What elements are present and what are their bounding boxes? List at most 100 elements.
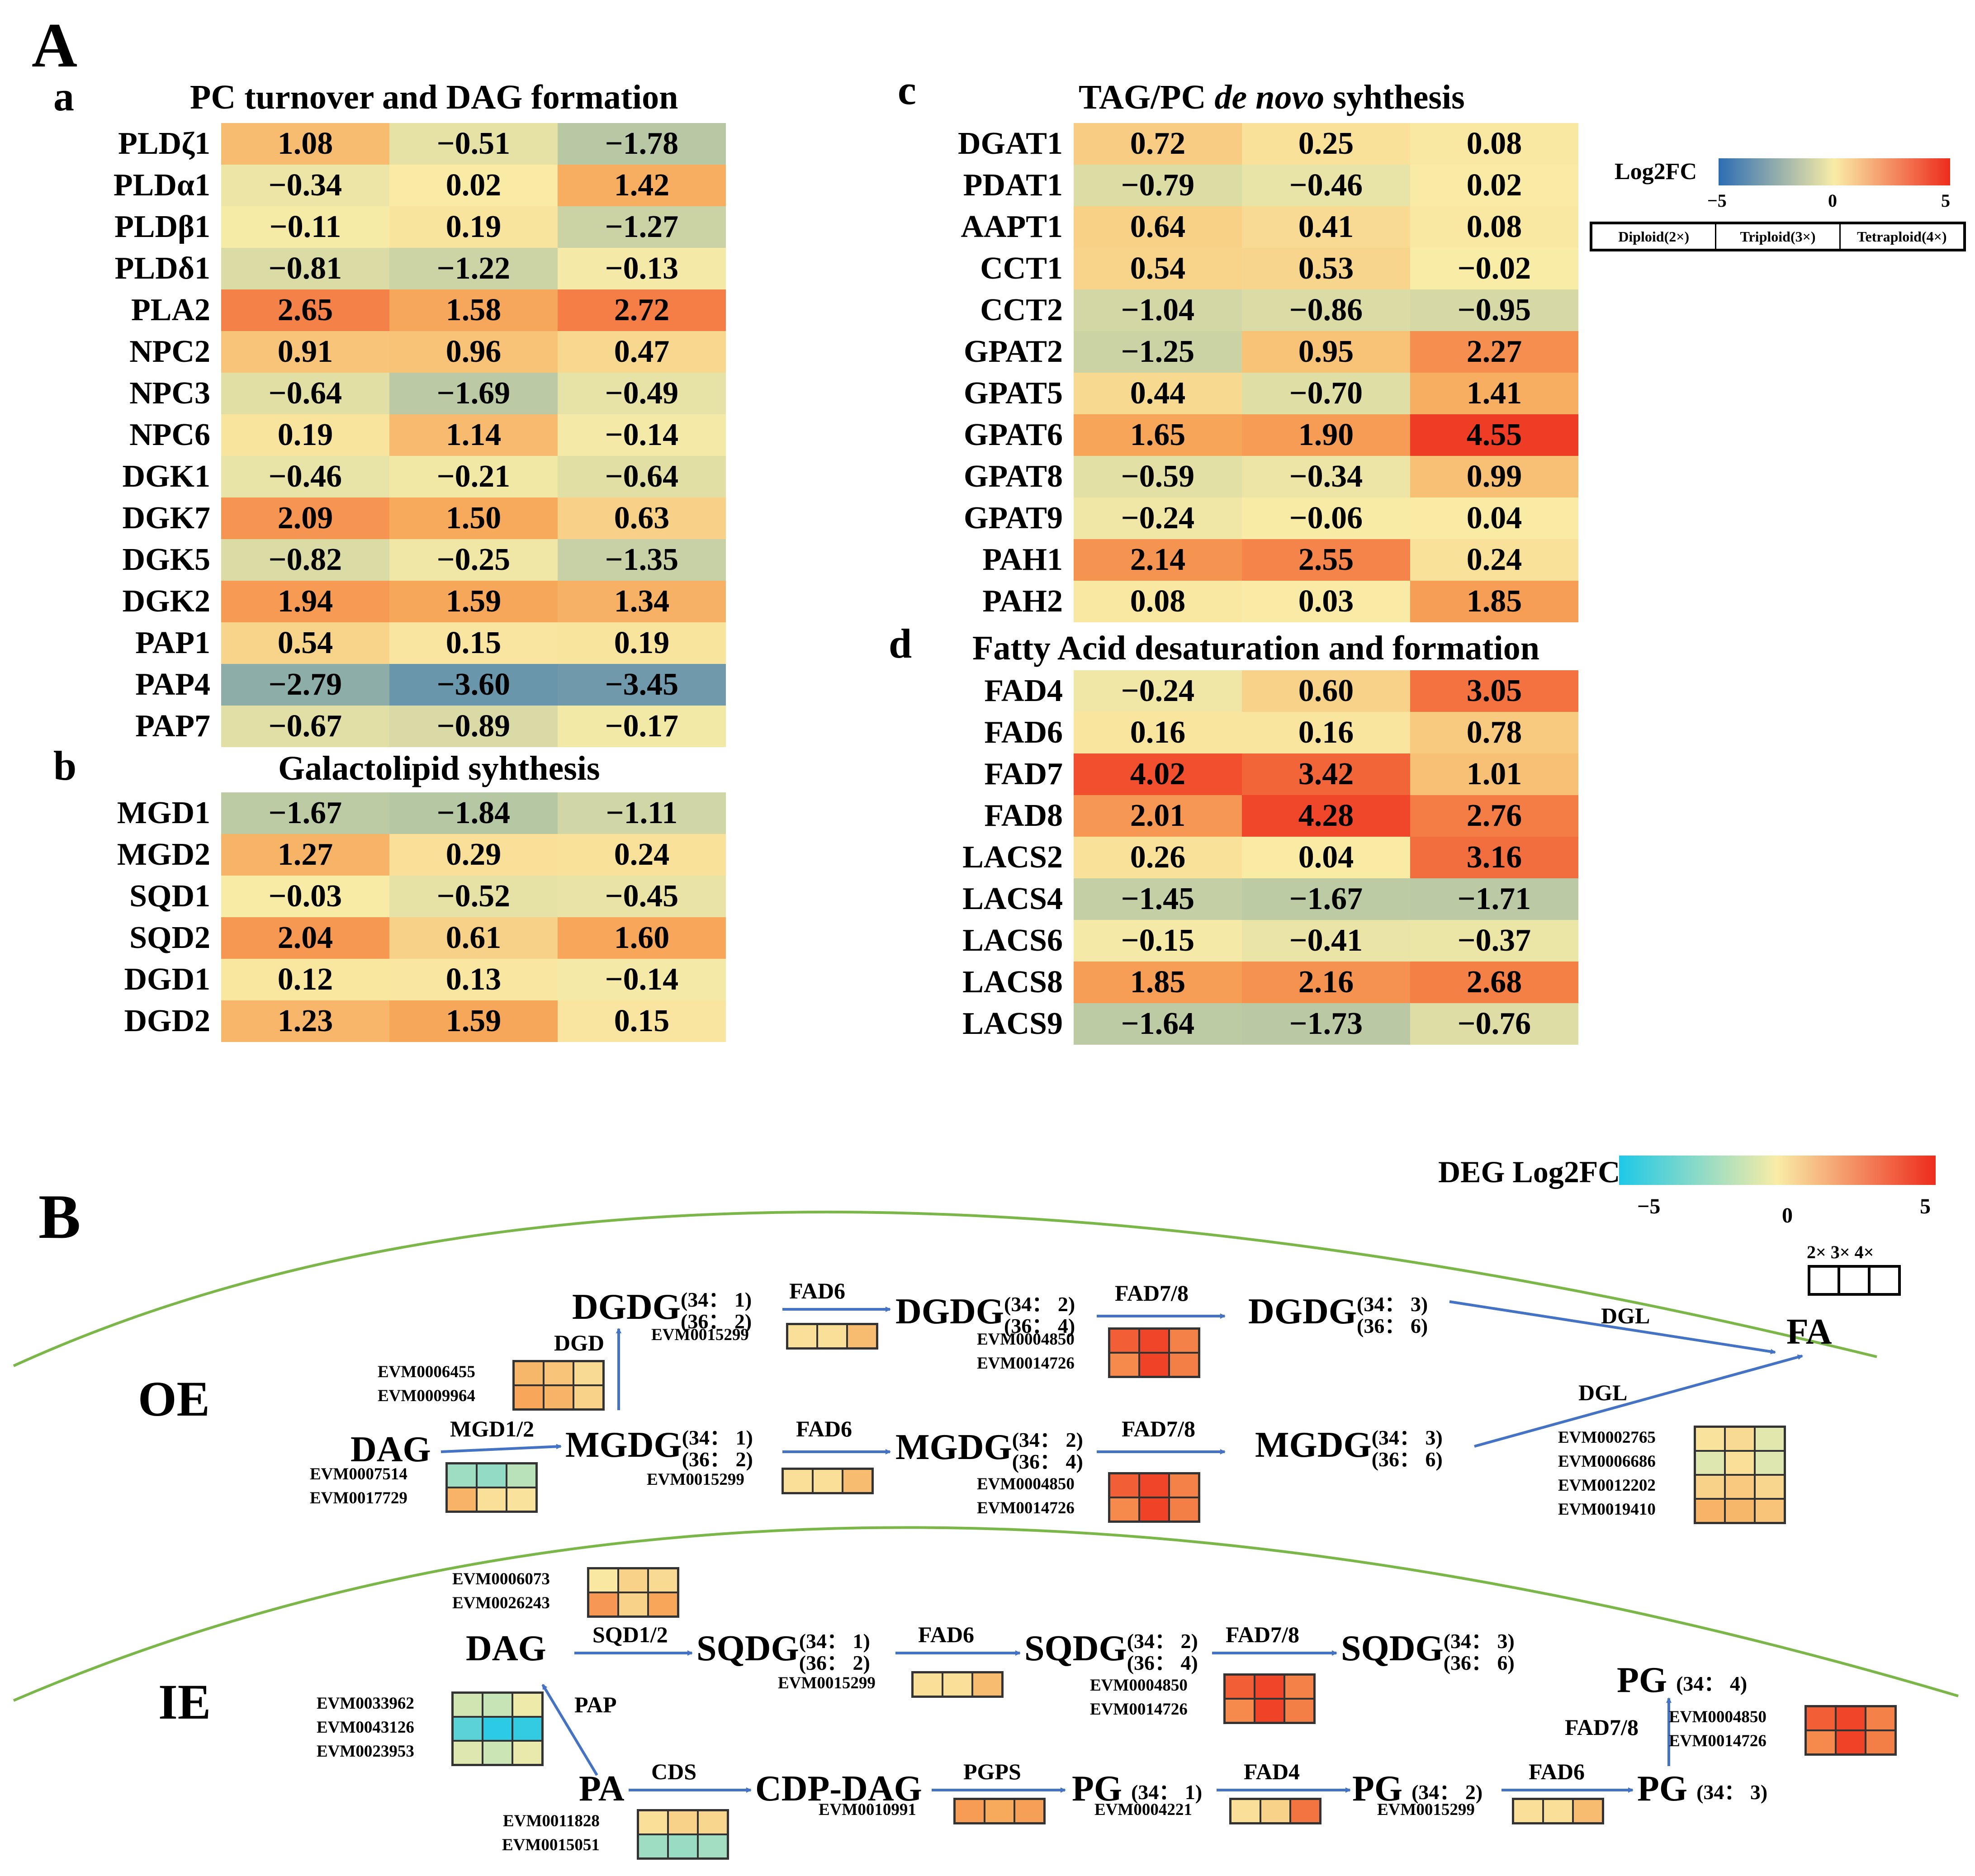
heatmap-row: FAD8 2.01 4.28 2.76 [882,795,1578,837]
deg-grid-dgd [512,1360,605,1411]
heatmap-cell: 1.23 [221,1000,389,1042]
heatmap-cell: −0.14 [558,414,726,456]
deg-cell [447,1488,477,1511]
enz-pg-fad4: FAD4 [1244,1759,1300,1784]
heatmap-cell: −1.11 [558,792,726,834]
heatmap-c: DGAT1 0.72 0.25 0.08 PDAT1 −0.79 −0.46 0.02 AAPT… [882,123,1578,622]
deg-colorbar [1619,1156,1936,1185]
gene-id: EVM0006073 [452,1570,550,1588]
heatmap-row: DGAT1 0.72 0.25 0.08 [882,123,1578,165]
deg-cell [588,1568,618,1592]
genes-mgd: EVM0007514 EVM0017729 [310,1462,407,1510]
met-sqdg-2-name: SQDG [1024,1629,1127,1668]
enz-dgl-1: DGL [1601,1303,1650,1328]
gene-label: DGD1 [124,962,210,997]
gene-label: DGK2 [122,584,210,619]
gene-label: GPAT2 [963,334,1063,369]
heatmap-row: NPC6 0.19 1.14 −0.14 [54,414,726,456]
deg-cell [544,1385,573,1409]
heatmap-a-title: PC turnover and DAG formation [190,78,678,116]
heatmap-c-title-2: de novo [1214,78,1325,116]
gene-id: EVM0004850 [1669,1708,1767,1726]
gene-label: FAD8 [984,798,1063,833]
heatmap-cell: −0.41 [1242,920,1410,962]
heatmap-cell: −2.79 [221,664,389,706]
met-pg-3-sp: (34： 3) [1696,1780,1768,1804]
deg-cell [787,1324,817,1348]
deg-grid-mgdg-fad6 [781,1468,874,1494]
deg-cell [955,1799,985,1823]
genes-dgdg-fad6: EVM0015299 [651,1323,749,1347]
heatmap-cell: −1.71 [1410,878,1578,920]
heatmap-row: PAH2 0.08 0.03 1.85 [882,581,1578,622]
outer-envelope-curve [13,1211,1877,1367]
enz-pap: PAP [574,1692,617,1717]
heatmap-cell: 0.16 [1074,712,1242,753]
genes-pg-fad78: EVM0004850 EVM0014726 [1669,1705,1767,1753]
heatmap-cell: −0.03 [221,876,389,917]
heatmap-row: PAP7 −0.67 −0.89 −0.17 [54,706,726,747]
heatmap-cell: 1.59 [389,1000,558,1042]
gene-label: SQD2 [129,920,210,955]
heatmap-cell: −1.35 [558,539,726,581]
heatmap-cell: −0.13 [558,248,726,289]
heatmap-cell: −0.64 [558,456,726,497]
deg-cell [447,1464,477,1488]
heatmap-row: DGD1 0.12 0.13 −0.14 [54,959,726,1000]
heatmap-cell: 1.60 [558,917,726,959]
heatmap-cell: −0.34 [1242,456,1410,497]
deg-grid-pg-fad78 [1804,1705,1897,1756]
heatmap-cell: −0.82 [221,539,389,581]
met-dgdg-2-name: DGDG [895,1292,1004,1331]
deg-cell [618,1592,648,1616]
deg-cell [783,1469,813,1493]
deg-cell [1755,1499,1785,1523]
deg-cell [843,1469,872,1493]
gene-id: EVM0017729 [310,1489,407,1507]
deg-cell [648,1592,678,1616]
heatmap-row: SQD2 2.04 0.61 1.60 [54,917,726,959]
genes-dgl: EVM0002765 EVM0006686 EVM0012202 EVM0019410 [1558,1426,1656,1521]
met-sqdg-1-name: SQDG [696,1629,799,1668]
met-mgdg-1-sp-a: (34： 1) [682,1426,753,1449]
heatmap-cell: 0.95 [1242,331,1410,373]
deg-cell [1255,1675,1284,1699]
gene-id: EVM0012202 [1558,1476,1656,1495]
gene-label: DGK5 [122,542,210,577]
heatmap-row: LACS8 1.85 2.16 2.68 [882,962,1578,1003]
heatmap-cell: 0.24 [558,834,726,876]
heatmap-cell: 0.08 [1410,123,1578,165]
legendA-tick-max: 5 [1941,190,1950,211]
heatmap-row: PLDδ1 −0.81 −1.22 −0.13 [54,248,726,289]
deg-cell [668,1810,698,1834]
enz-sqd: SQD1/2 [592,1622,668,1647]
heatmap-row: SQD1 −0.03 −0.52 −0.45 [54,876,726,917]
heatmap-cell: 2.65 [221,289,389,331]
met-sqdg-1-sp-b: (36： 2) [799,1651,870,1674]
genes-pgps: EVM0010991 [819,1798,916,1822]
heatmap-cell: 0.08 [1074,581,1242,622]
deg-cell [1806,1730,1836,1754]
gene-id: EVM0015299 [647,1470,744,1489]
deg-grid-sqdg-fad6 [911,1671,1004,1698]
heatmap-cell: −0.11 [221,206,389,248]
deg-cell [943,1672,972,1696]
heatmap-cell: −0.67 [221,706,389,747]
heatmap-cell: 2.16 [1242,962,1410,1003]
met-pg-4-sp: (34： 4) [1676,1672,1748,1695]
arrow-mgdg-dgl [1474,1354,1803,1448]
ploidy-triploid: Triploid(3×) [1715,224,1839,249]
deg-grid-mgd [445,1462,538,1513]
heatmap-cell: 0.41 [1242,206,1410,248]
deg-cell [1109,1329,1139,1353]
deg-cell [1543,1799,1573,1823]
enz-mgd: MGD1/2 [450,1416,535,1441]
genes-sqdg-fad6: EVM0015299 [778,1671,876,1695]
deg-cell [1109,1473,1139,1497]
deg-cell [638,1810,668,1834]
heatmap-row: AAPT1 0.64 0.41 0.08 [882,206,1578,248]
deg-grid-pg-fad6 [1512,1798,1604,1824]
heatmap-cell: 2.27 [1410,331,1578,373]
met-sqdg-3-sp-a: (34： 3) [1443,1629,1515,1653]
heatmap-cell: 0.15 [389,622,558,664]
